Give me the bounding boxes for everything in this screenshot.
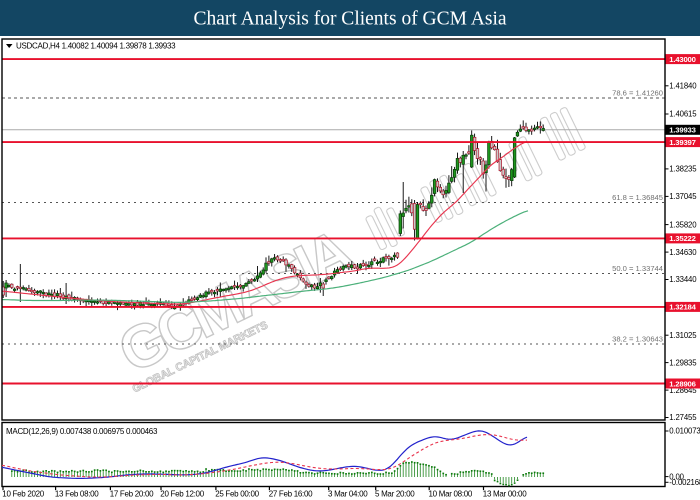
svg-text:USDCAD,H4 1.40082 1.40094 1.3: USDCAD,H4 1.40082 1.40094 1.39878 1.3993… [16,42,176,51]
svg-text:17 Feb 20:00: 17 Feb 20:00 [110,490,154,499]
svg-text:10 Mar 08:00: 10 Mar 08:00 [429,490,473,499]
svg-text:38.2 = 1.30643: 38.2 = 1.30643 [612,335,663,344]
svg-text:MACD(12,26,9) 0.007438 0.00697: MACD(12,26,9) 0.007438 0.006975 0.000463 [6,427,158,436]
svg-text:3 Mar 04:00: 3 Mar 04:00 [328,490,368,499]
svg-text:13 Feb 08:00: 13 Feb 08:00 [55,490,99,499]
svg-text:1.37045: 1.37045 [669,192,697,201]
svg-text:1.29835: 1.29835 [669,358,697,367]
svg-text:0.010073: 0.010073 [669,427,700,436]
svg-text:Chart Analysis for Clients of: Chart Analysis for Clients of GCM Asia [193,9,506,30]
svg-text:0.00: 0.00 [669,472,684,481]
svg-text:1.27455: 1.27455 [669,413,697,422]
svg-text:78.6 = 1.41260: 78.6 = 1.41260 [612,89,663,98]
svg-text:20 Feb 12:00: 20 Feb 12:00 [160,490,204,499]
svg-text:1.39933: 1.39933 [669,126,695,135]
svg-text:1.28645: 1.28645 [669,386,697,395]
svg-text:27 Feb 16:00: 27 Feb 16:00 [269,490,313,499]
svg-text:50.0 = 1.33744: 50.0 = 1.33744 [612,264,663,273]
svg-text:1.32184: 1.32184 [669,303,696,312]
svg-text:1.39397: 1.39397 [669,138,695,147]
svg-text:1.33440: 1.33440 [669,275,697,284]
svg-text:13 Mar 00:00: 13 Mar 00:00 [483,490,527,499]
svg-text:1.38235: 1.38235 [669,165,697,174]
svg-text:1.35222: 1.35222 [669,234,695,243]
svg-text:1.31025: 1.31025 [669,331,697,340]
svg-text:-0.002168: -0.002168 [669,478,700,487]
svg-text:5 Mar 20:00: 5 Mar 20:00 [375,490,415,499]
svg-text:1.28906: 1.28906 [669,379,695,388]
svg-text:1.41840: 1.41840 [669,82,697,91]
svg-text:1.40615: 1.40615 [669,110,697,119]
svg-text:1.35820: 1.35820 [669,220,697,229]
svg-text:1.34630: 1.34630 [669,248,697,257]
svg-text:1.43000: 1.43000 [669,55,695,64]
svg-text:10 Feb 2020: 10 Feb 2020 [2,490,44,499]
svg-text:25 Feb 00:00: 25 Feb 00:00 [215,490,259,499]
svg-text:61.8 = 1.36845: 61.8 = 1.36845 [612,193,663,202]
